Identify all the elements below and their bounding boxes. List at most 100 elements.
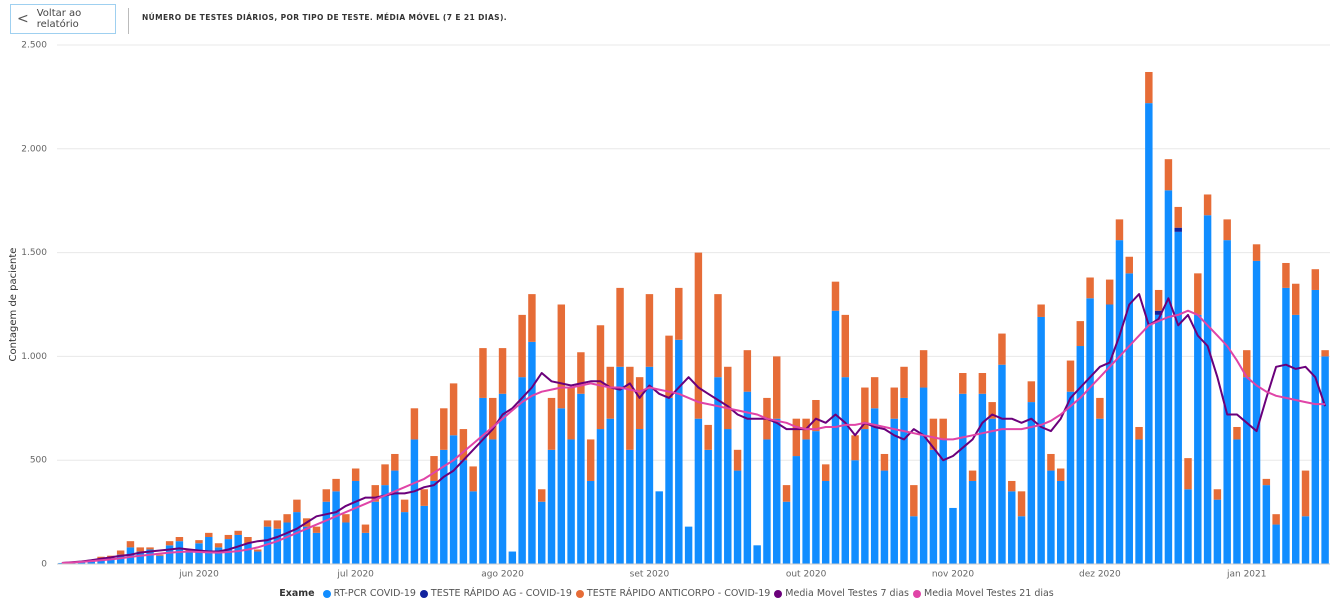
bar <box>831 281 840 311</box>
y-tick-label: 2.500 <box>21 41 47 51</box>
back-button[interactable]: < Voltar ao relatório <box>10 4 116 34</box>
bar <box>342 522 350 564</box>
bar <box>479 348 487 398</box>
bar <box>1037 316 1045 564</box>
x-tick-label: jul 2020 <box>336 570 374 580</box>
bar <box>743 350 752 392</box>
bar <box>175 537 184 542</box>
bar <box>351 480 360 564</box>
bar <box>1252 260 1261 564</box>
bar <box>1076 321 1085 347</box>
bar <box>919 387 928 564</box>
legend-item[interactable]: TESTE RÁPIDO ANTICORPO - COVID-19 <box>575 588 770 599</box>
bar <box>1184 489 1192 564</box>
bar <box>821 480 830 564</box>
bar <box>743 391 752 564</box>
bar <box>254 549 262 552</box>
bar <box>381 464 389 486</box>
bar <box>469 491 477 564</box>
bar <box>400 512 409 564</box>
bar <box>97 558 105 564</box>
bar <box>1174 231 1182 564</box>
bar <box>1282 287 1290 564</box>
legend-item[interactable]: RT-PCR COVID-19 <box>322 588 416 599</box>
bar <box>1311 269 1320 290</box>
bar <box>1017 491 1026 517</box>
bar <box>234 534 242 564</box>
bar <box>283 514 291 523</box>
bar <box>1047 453 1055 471</box>
bar <box>959 393 967 564</box>
bar <box>185 551 193 564</box>
x-tick-label: set 2020 <box>630 570 670 580</box>
bar <box>1096 418 1104 564</box>
bar <box>1252 244 1261 261</box>
bar <box>214 547 223 564</box>
bar <box>528 341 536 564</box>
bar <box>724 366 732 430</box>
bar <box>616 287 624 367</box>
bar <box>1311 289 1320 564</box>
bar <box>156 555 164 564</box>
bar <box>1272 514 1280 525</box>
legend-item[interactable]: Media Movel Testes 21 dias <box>913 588 1054 599</box>
legend-item[interactable]: Media Movel Testes 7 dias <box>774 588 909 599</box>
bar <box>890 387 898 419</box>
bar <box>802 439 810 564</box>
bar <box>263 520 272 527</box>
bar <box>312 532 321 564</box>
chart-title: NÚMERO DE TESTES DIÁRIOS, POR TIPO DE TE… <box>142 13 508 22</box>
bar <box>1203 215 1212 564</box>
bar <box>773 356 781 419</box>
legend-label: Media Movel Testes 21 dias <box>924 588 1054 599</box>
bar <box>1086 298 1094 564</box>
bar <box>156 554 164 556</box>
legend-item[interactable]: TESTE RÁPIDO AG - COVID-19 <box>419 588 572 599</box>
bar <box>645 294 654 367</box>
bar <box>1174 206 1182 228</box>
bar <box>626 366 634 450</box>
bar <box>518 377 526 564</box>
bar <box>547 449 556 564</box>
bar <box>410 408 419 440</box>
bar <box>733 449 742 471</box>
legend-swatch <box>774 589 783 598</box>
bar <box>1096 397 1104 419</box>
bar <box>498 393 507 564</box>
bar <box>361 524 370 533</box>
bar <box>440 449 448 564</box>
x-tick-label: jun 2020 <box>178 570 219 580</box>
bar <box>1272 524 1280 564</box>
bar <box>812 431 820 564</box>
bar <box>518 314 526 378</box>
bar <box>665 397 673 564</box>
bar <box>841 377 850 564</box>
bar <box>929 449 938 564</box>
legend-swatch <box>575 589 584 598</box>
bar <box>489 397 497 440</box>
bar <box>449 435 458 564</box>
bar <box>479 397 487 564</box>
bar <box>146 549 154 564</box>
bar <box>136 551 144 564</box>
bar <box>606 366 614 419</box>
bar <box>391 470 399 564</box>
legend-swatch <box>419 589 428 598</box>
bar <box>1233 426 1241 440</box>
bar <box>420 505 428 564</box>
bar <box>410 439 419 564</box>
bar <box>900 366 908 398</box>
bar <box>968 470 977 481</box>
bar <box>361 532 370 564</box>
x-tick-label: dez 2020 <box>1079 570 1121 580</box>
bar <box>792 456 801 564</box>
bar <box>1066 391 1075 564</box>
x-tick-label: nov 2020 <box>932 570 975 580</box>
bar <box>655 491 663 564</box>
separator <box>128 8 129 34</box>
bar <box>635 429 644 564</box>
bar <box>1154 314 1163 564</box>
bar <box>586 480 595 564</box>
